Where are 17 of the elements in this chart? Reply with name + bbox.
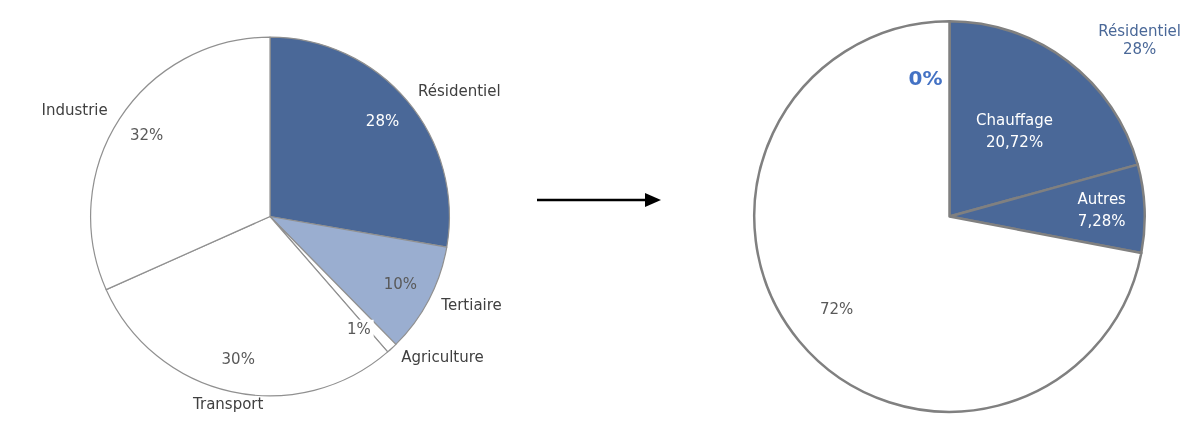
- slice-label: Tertiaire: [440, 296, 502, 315]
- data-label: 10%: [383, 274, 418, 293]
- data-label: 20,72%: [985, 132, 1044, 151]
- slice-label: Industrie: [41, 101, 108, 120]
- data-label: 7,28%: [1077, 212, 1126, 231]
- data-label: 32%: [129, 126, 164, 145]
- slice-label: Chauffage: [976, 110, 1054, 129]
- data-label: 30%: [221, 350, 255, 369]
- slice-label: Autres: [1077, 190, 1127, 209]
- text: Résidentiel 28%: [1098, 22, 1181, 58]
- slice-label: Agriculture: [401, 348, 484, 367]
- slice-label: Transport: [192, 395, 264, 414]
- text: 0%: [908, 66, 943, 91]
- slice-label: Résidentiel: [417, 81, 501, 100]
- data-label: 28%: [365, 111, 400, 130]
- data-label: 72%: [820, 299, 854, 318]
- data-label: 1%: [346, 319, 371, 338]
